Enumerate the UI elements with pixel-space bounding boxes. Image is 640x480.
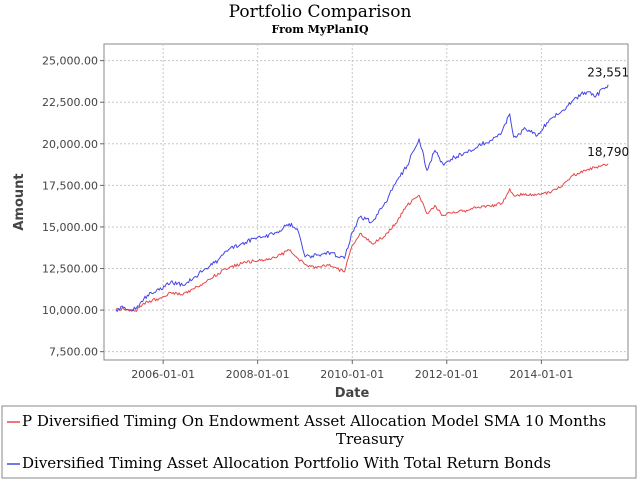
x-tick-label: 2012-01-01: [415, 368, 479, 381]
chart-subtitle: From MyPlanIQ: [271, 23, 369, 36]
legend-box: [1, 405, 637, 479]
x-tick-label: 2014-01-01: [509, 368, 573, 381]
plot-area: [103, 43, 629, 361]
y-tick-label: 15,000.00: [42, 221, 98, 234]
legend-entry-text: P Diversified Timing On Endowment Asset …: [22, 412, 606, 430]
series-line: [115, 84, 609, 312]
legend-entry-text: Diversified Timing Asset Allocation Port…: [22, 454, 551, 472]
y-tick-label: 20,000.00: [42, 138, 98, 151]
legend-entry-text: Treasury: [336, 430, 405, 448]
chart-title: Portfolio Comparison: [229, 2, 412, 22]
y-tick-label: 10,000.00: [42, 304, 98, 317]
y-tick-label: 12,500.00: [42, 263, 98, 276]
series-end-value-label: 23,551: [587, 66, 629, 80]
axis-ticks: 7,500.00 10,000.00 12,500.00 15,000.00 17,50…: [42, 55, 573, 381]
y-axis-label: Amount: [12, 173, 27, 230]
series-lines: [115, 84, 609, 312]
grid: [104, 44, 628, 360]
series-end-value-label: 18,790: [587, 145, 629, 159]
y-tick-label: 17,500.00: [42, 179, 98, 192]
y-tick-label: 7,500.00: [49, 346, 98, 359]
series-line: [115, 163, 609, 312]
x-tick-label: 2010-01-01: [320, 368, 384, 381]
x-axis-label: Date: [335, 386, 370, 401]
x-tick-label: 2006-01-01: [131, 368, 195, 381]
x-tick-label: 2008-01-01: [226, 368, 290, 381]
end-labels: 18,790 23,551: [587, 66, 629, 159]
y-tick-label: 25,000.00: [42, 55, 98, 68]
legend: P Diversified Timing On Endowment Asset …: [7, 412, 606, 472]
y-tick-label: 22,500.00: [42, 96, 98, 109]
